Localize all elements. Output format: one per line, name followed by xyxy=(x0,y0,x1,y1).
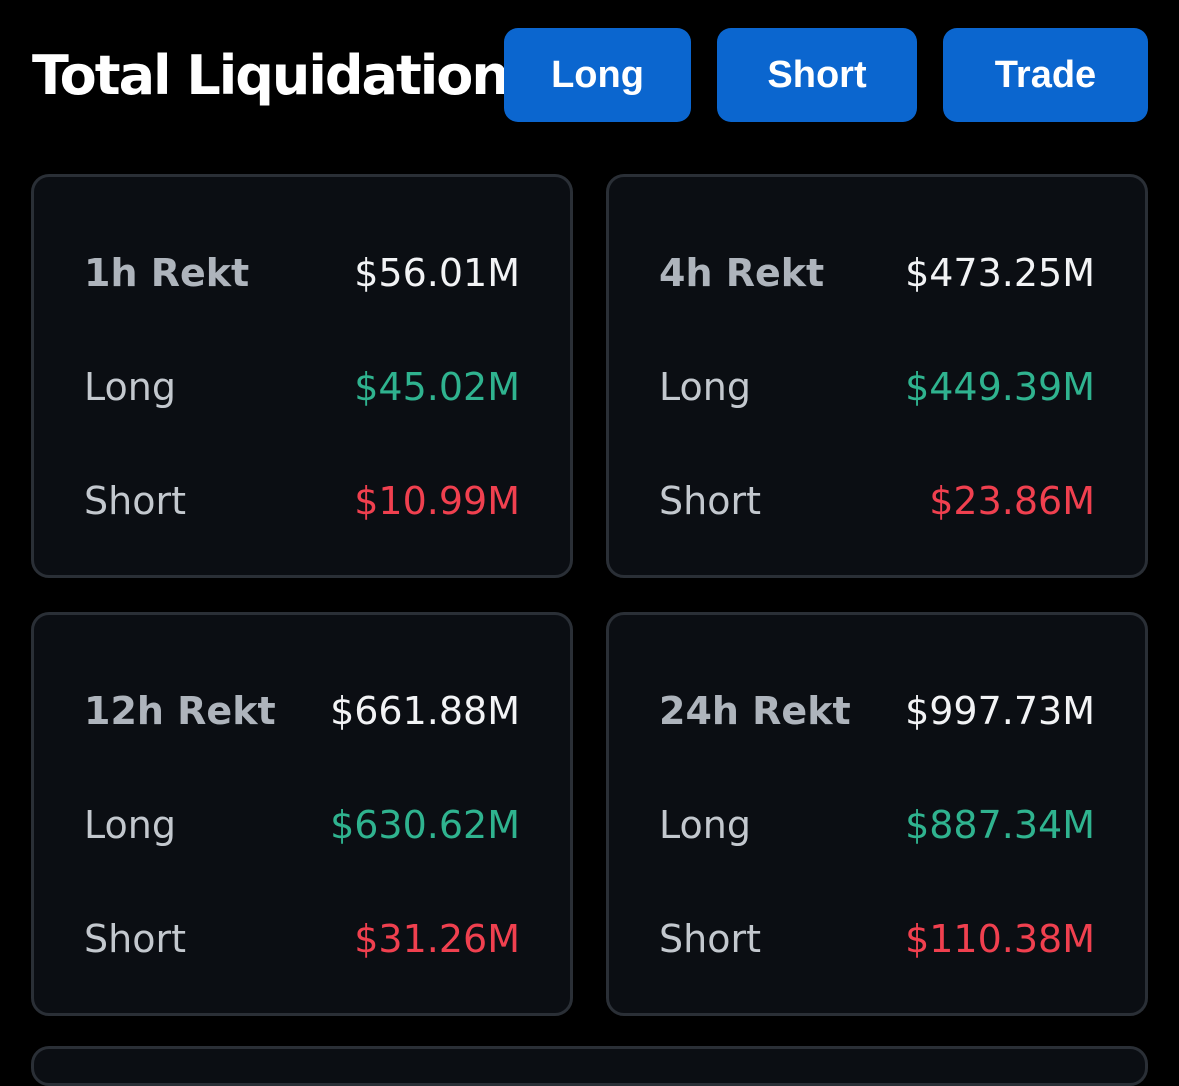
long-label: Long xyxy=(84,365,176,409)
long-value: $45.02M xyxy=(354,365,520,409)
liquidation-card-4h: 4h Rekt $473.25M Long $449.39M Short $23… xyxy=(606,174,1148,578)
period-label: 12h Rekt xyxy=(84,689,276,733)
liquidation-card-24h: 24h Rekt $997.73M Long $887.34M Short $1… xyxy=(606,612,1148,1016)
short-label: Short xyxy=(659,479,761,523)
long-row: Long $45.02M xyxy=(84,357,520,417)
long-row: Long $449.39M xyxy=(659,357,1095,417)
page-title: Total Liquidations xyxy=(32,44,540,107)
short-row: Short $10.99M xyxy=(84,471,520,531)
total-row: 4h Rekt $473.25M xyxy=(659,243,1095,303)
short-row: Short $31.26M xyxy=(84,909,520,969)
total-row: 1h Rekt $56.01M xyxy=(84,243,520,303)
short-value: $10.99M xyxy=(354,479,520,523)
header: Total Liquidations Long Short Trade xyxy=(0,0,1179,150)
short-button[interactable]: Short xyxy=(717,28,917,122)
total-value: $997.73M xyxy=(905,689,1095,733)
total-row: 12h Rekt $661.88M xyxy=(84,681,520,741)
period-label: 4h Rekt xyxy=(659,251,825,295)
short-label: Short xyxy=(659,917,761,961)
long-label: Long xyxy=(659,803,751,847)
long-label: Long xyxy=(84,803,176,847)
short-row: Short $110.38M xyxy=(659,909,1095,969)
short-value: $110.38M xyxy=(905,917,1095,961)
long-value: $630.62M xyxy=(330,803,520,847)
total-value: $661.88M xyxy=(330,689,520,733)
long-button[interactable]: Long xyxy=(504,28,691,122)
long-row: Long $887.34M xyxy=(659,795,1095,855)
long-value: $449.39M xyxy=(905,365,1095,409)
long-label: Long xyxy=(659,365,751,409)
short-label: Short xyxy=(84,479,186,523)
total-row: 24h Rekt $997.73M xyxy=(659,681,1095,741)
next-card-partial xyxy=(31,1046,1148,1086)
long-row: Long $630.62M xyxy=(84,795,520,855)
short-value: $31.26M xyxy=(354,917,520,961)
short-row: Short $23.86M xyxy=(659,471,1095,531)
liquidation-card-12h: 12h Rekt $661.88M Long $630.62M Short $3… xyxy=(31,612,573,1016)
short-value: $23.86M xyxy=(929,479,1095,523)
long-value: $887.34M xyxy=(905,803,1095,847)
trade-button[interactable]: Trade xyxy=(943,28,1148,122)
total-value: $473.25M xyxy=(905,251,1095,295)
liquidation-card-1h: 1h Rekt $56.01M Long $45.02M Short $10.9… xyxy=(31,174,573,578)
period-label: 24h Rekt xyxy=(659,689,851,733)
short-label: Short xyxy=(84,917,186,961)
total-value: $56.01M xyxy=(354,251,520,295)
period-label: 1h Rekt xyxy=(84,251,250,295)
